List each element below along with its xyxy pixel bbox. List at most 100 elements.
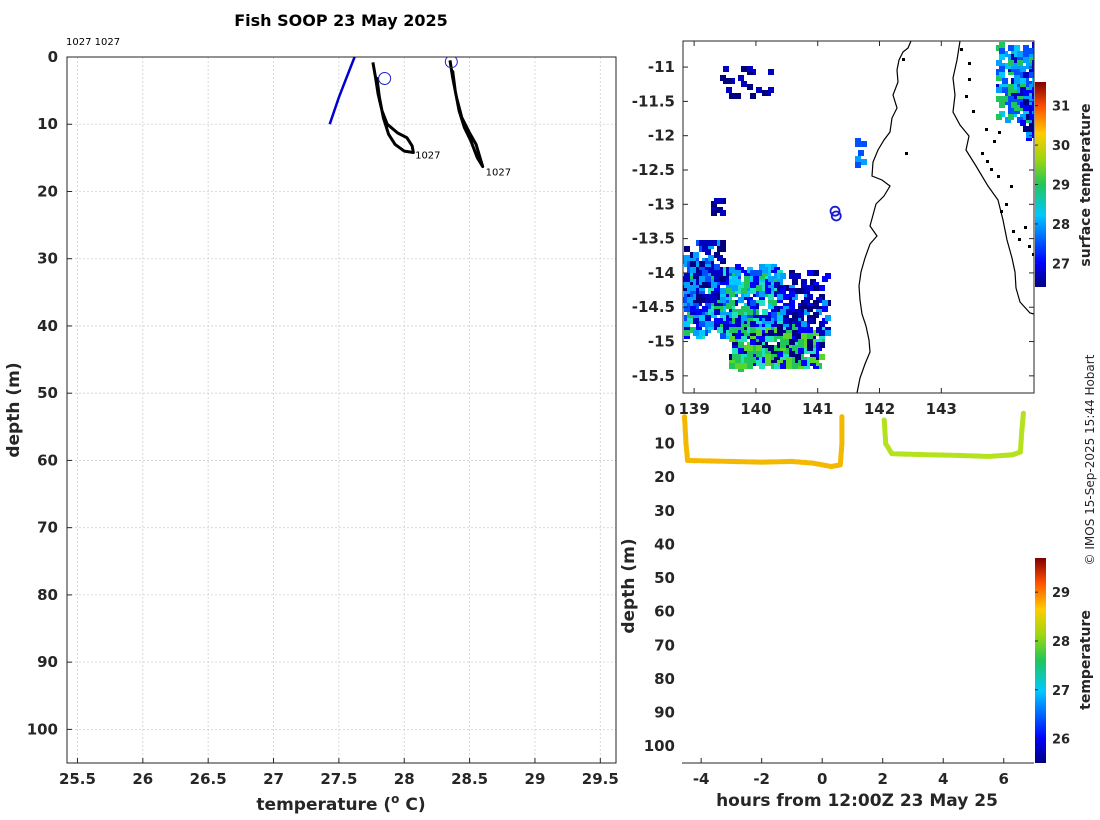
map-sst-pixel bbox=[750, 270, 756, 276]
profile-grid bbox=[67, 56, 616, 763]
figure-title: Fish SOOP 23 May 2025 bbox=[234, 11, 448, 30]
map-sst-pixel bbox=[699, 240, 705, 246]
map-sst-pixel bbox=[798, 312, 804, 318]
map-sst-pixel bbox=[792, 363, 798, 369]
map-y-tick-label: -15 bbox=[648, 333, 675, 351]
map-sst-pixel bbox=[729, 336, 735, 342]
profile-plot: 25.5 26 26.5 27 27.5 28 28.5 29 29.5 0 10 20 30 40 50… bbox=[4, 37, 619, 815]
profile-x-tick-label: 26 bbox=[132, 770, 153, 788]
map-sst-pixel bbox=[1023, 72, 1029, 78]
depth-time-y-tick-label: 100 bbox=[644, 737, 675, 755]
map-sst-pixel bbox=[807, 294, 813, 300]
map-sst-pixel bbox=[1023, 126, 1029, 132]
map-sst-pixel bbox=[822, 306, 828, 312]
map-sst-pixel bbox=[768, 294, 774, 300]
map-sst-pixel bbox=[735, 321, 741, 327]
map-sst-pixel bbox=[735, 354, 741, 360]
depth-time-x-tick-label: 2 bbox=[877, 770, 887, 788]
profile-1-start-marker bbox=[378, 72, 392, 86]
depth-time-x-tick-label: 0 bbox=[817, 770, 827, 788]
map-sst-pixel bbox=[765, 336, 771, 342]
map-sst-pixel bbox=[1032, 87, 1034, 93]
map-sst-pixel bbox=[717, 246, 723, 252]
map-island bbox=[997, 175, 1000, 178]
map-axes-frame bbox=[682, 40, 1035, 394]
depth-time-y-label: depth (m) bbox=[619, 538, 639, 633]
map-sst-pixel bbox=[699, 276, 705, 282]
map-sst-pixel bbox=[789, 291, 795, 297]
map-sst-pixel bbox=[765, 360, 771, 366]
map-y-tick-label: -15.5 bbox=[632, 367, 675, 385]
map-x-tick-label: 139 bbox=[678, 400, 709, 418]
map-sst-pixel bbox=[804, 327, 810, 333]
profile-x-label: temperature (o C) bbox=[256, 792, 425, 815]
map-island bbox=[960, 48, 963, 51]
map-sst-pixel bbox=[732, 327, 738, 333]
profile-y-tick-label: 20 bbox=[37, 182, 58, 200]
map-island bbox=[1000, 210, 1003, 213]
map-sst-pixel bbox=[999, 102, 1005, 108]
map-sst-pixel bbox=[690, 306, 696, 312]
map-sst-pixel bbox=[780, 288, 786, 294]
map-sst-pixel bbox=[711, 210, 717, 216]
map-sst-pixel bbox=[1002, 78, 1008, 84]
map-sst-pixel bbox=[1029, 108, 1034, 114]
map-sst-pixel bbox=[792, 279, 798, 285]
map-y-tick-label: -13.5 bbox=[632, 230, 675, 248]
map-sst-pixel bbox=[771, 300, 777, 306]
map-sst-pixel bbox=[753, 276, 759, 282]
map-sst-pixel bbox=[1014, 75, 1020, 81]
map-sst-pixel bbox=[741, 336, 747, 342]
map-sst-pixel bbox=[1029, 123, 1034, 129]
map-sst-pixel bbox=[705, 315, 711, 321]
map-island bbox=[1012, 230, 1015, 233]
map-sst-pixel bbox=[795, 333, 801, 339]
map-y-tick-label: -14.5 bbox=[632, 298, 675, 316]
depth-time-y-tick-label: 40 bbox=[654, 535, 675, 553]
map-sst-pixel bbox=[786, 357, 792, 363]
map-sst-pixel bbox=[750, 282, 756, 288]
map-sst-pixels bbox=[683, 42, 1034, 372]
map-sst-pixel bbox=[741, 66, 747, 72]
map-sst-pixel bbox=[1008, 45, 1014, 51]
map-y-ticks: -11 -11.5 -12 -12.5 -13 -13.5 -14 -14.5 -15 -15.5 bbox=[632, 58, 1034, 385]
map-sst-pixel bbox=[1008, 84, 1014, 90]
map-sst-pixel bbox=[708, 255, 714, 261]
map-sst-pixel bbox=[765, 315, 771, 321]
map-sst-pixel bbox=[720, 276, 726, 282]
map-sst-pixel bbox=[756, 270, 762, 276]
map-sst-pixel bbox=[777, 294, 783, 300]
profile-y-tick-label: 70 bbox=[37, 519, 58, 537]
map-sst-pixel bbox=[717, 318, 723, 324]
map-coastline-east bbox=[952, 41, 1034, 315]
map-sst-pixel bbox=[798, 327, 804, 333]
profile-x-ticks: 25.5 26 26.5 27 27.5 28 28.5 29 29.5 bbox=[59, 758, 619, 788]
map-sst-pixel bbox=[813, 285, 819, 291]
map-sst-pixel bbox=[777, 351, 783, 357]
map-sst-pixel bbox=[717, 198, 723, 204]
map-island bbox=[981, 152, 984, 155]
map-sst-pixel bbox=[825, 330, 831, 336]
profile-y-tick-label: 30 bbox=[37, 250, 58, 268]
map-sst-pixel bbox=[1032, 42, 1034, 48]
map-sst-pixel bbox=[780, 273, 786, 279]
map-sst-pixel bbox=[723, 324, 729, 330]
map-sst-pixel bbox=[720, 240, 726, 246]
map-sst-pixel bbox=[711, 282, 717, 288]
map-sst-pixel bbox=[702, 270, 708, 276]
map-sst-pixel bbox=[1002, 87, 1008, 93]
map-sst-pixel bbox=[804, 288, 810, 294]
profile-x-tick-label: 27 bbox=[263, 770, 284, 788]
map-sst-pixel bbox=[825, 315, 831, 321]
profile-x-tick-label: 25.5 bbox=[59, 770, 96, 788]
profile-x-tick-label: 29 bbox=[525, 770, 546, 788]
depth-time-x-tick-label: 4 bbox=[938, 770, 948, 788]
profile-1-label: 1027 bbox=[415, 150, 440, 161]
map-sst-pixel bbox=[684, 255, 690, 261]
profile-2-start-marker bbox=[444, 57, 458, 69]
map-sst-pixel bbox=[750, 339, 756, 345]
map-sst-pixel bbox=[690, 285, 696, 291]
map-sst-pixel bbox=[1023, 45, 1029, 51]
map-sst-pixel bbox=[759, 363, 765, 369]
map-sst-pixel bbox=[699, 330, 705, 336]
